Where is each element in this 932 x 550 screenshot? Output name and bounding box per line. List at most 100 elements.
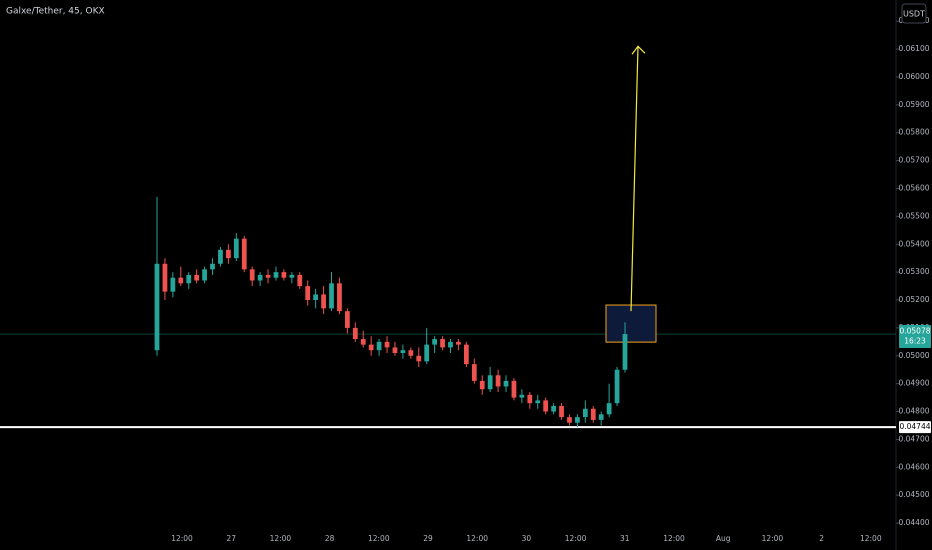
y-tick-label: 0.05700 xyxy=(898,156,929,165)
currency-label[interactable]: USDT xyxy=(903,10,925,19)
candle-body xyxy=(170,277,176,292)
candle-body xyxy=(202,269,207,281)
candle-body xyxy=(178,277,184,284)
y-tick-label: 0.05000 xyxy=(898,351,929,360)
candle-body xyxy=(281,272,287,278)
y-tick-label: 0.06100 xyxy=(898,44,929,53)
countdown-label: 16:23 xyxy=(904,337,926,346)
candle-body xyxy=(400,350,406,353)
last-price-label: 0.05078 xyxy=(899,327,930,336)
y-tick-label: 0.05500 xyxy=(898,211,929,220)
candle-body xyxy=(265,274,271,278)
candle-body xyxy=(463,344,469,365)
candle-body xyxy=(249,269,255,281)
x-tick-label: Aug xyxy=(716,534,731,543)
x-tick-label: 29 xyxy=(423,534,433,543)
x-tick-label: 30 xyxy=(522,534,532,543)
x-tick-label: 12:00 xyxy=(565,534,587,543)
candle-body xyxy=(384,341,390,348)
candle-body xyxy=(432,339,438,345)
candle-body xyxy=(210,263,215,270)
arrow-head xyxy=(631,45,646,55)
y-tick-label: 0.05300 xyxy=(898,267,929,276)
candle-body xyxy=(575,417,580,423)
candle-body xyxy=(543,400,549,412)
candle-body xyxy=(241,238,247,270)
candle-body xyxy=(344,311,350,328)
candle-body xyxy=(321,294,326,309)
currency-button[interactable] xyxy=(901,3,927,24)
x-tick-label: 12:00 xyxy=(270,534,292,543)
candle-body xyxy=(305,286,311,301)
candle-body xyxy=(622,334,628,370)
candle-body xyxy=(186,274,192,284)
y-tick-label: 0.05200 xyxy=(898,295,929,304)
x-tick-label: 12:00 xyxy=(466,534,488,543)
candle-body xyxy=(297,274,303,287)
x-tick-label: 28 xyxy=(325,534,335,543)
candle-body xyxy=(289,274,295,278)
candle-body xyxy=(416,355,422,362)
candle-body xyxy=(352,327,358,340)
candle-body xyxy=(218,249,223,264)
candle-body xyxy=(424,344,430,362)
y-tick-label: 0.04900 xyxy=(898,379,929,388)
candle-body xyxy=(329,283,334,309)
candle-body xyxy=(257,274,263,281)
support-label: 0.04744 xyxy=(899,422,930,431)
candle-body xyxy=(590,408,596,420)
candle-body xyxy=(448,341,453,348)
y-tick-label: 0.05400 xyxy=(898,239,929,248)
candle-body xyxy=(535,400,541,404)
candle-body xyxy=(511,380,517,398)
candle-body xyxy=(582,408,588,418)
arrow-line xyxy=(630,46,639,312)
x-tick-label: 12:00 xyxy=(762,534,784,543)
candle-body xyxy=(519,394,525,398)
candle-body xyxy=(392,347,398,353)
candle-body xyxy=(154,263,160,351)
y-tick-label: 0.05800 xyxy=(898,128,929,137)
candle-body xyxy=(273,272,279,278)
candle-body xyxy=(495,375,501,387)
x-tick-label: 12:00 xyxy=(663,534,685,543)
candle-body xyxy=(360,339,366,345)
support-tag xyxy=(899,421,931,434)
x-tick-label: 12:00 xyxy=(171,534,193,543)
candle-body xyxy=(226,249,231,259)
x-tick-label: 12:00 xyxy=(368,534,390,543)
candle-body xyxy=(551,405,556,412)
y-tick-label: 0.04800 xyxy=(898,407,929,416)
candle-body xyxy=(598,414,604,420)
candle-body xyxy=(368,344,374,351)
candle-body xyxy=(503,380,509,387)
candle-body xyxy=(559,405,564,418)
candle-body xyxy=(337,283,342,312)
candle-body xyxy=(440,339,445,348)
candle-body xyxy=(376,341,382,351)
y-tick-label: 0.04600 xyxy=(898,462,929,471)
candle-body xyxy=(606,403,612,415)
y-tick-label: 0.04700 xyxy=(898,434,929,443)
candle-body xyxy=(487,375,493,390)
target-box xyxy=(605,304,657,343)
y-tick-label: 0.04500 xyxy=(898,490,929,499)
y-tick-label: 0.04400 xyxy=(898,518,929,527)
candle-body xyxy=(527,394,533,404)
candle-body xyxy=(567,417,572,423)
candle-body xyxy=(162,263,168,292)
y-tick-label: 0.06000 xyxy=(898,72,929,81)
x-tick-label: 27 xyxy=(226,534,236,543)
candle-body xyxy=(614,369,620,404)
y-tick-label: 0.05900 xyxy=(898,100,929,109)
y-tick-label: 0.05600 xyxy=(898,183,929,192)
x-tick-label: 31 xyxy=(620,534,630,543)
x-tick-label: 2 xyxy=(819,534,824,543)
x-tick-label: 12:00 xyxy=(860,534,882,543)
candle-body xyxy=(233,238,239,259)
candle-body xyxy=(408,350,414,356)
candle-body xyxy=(471,364,477,381)
